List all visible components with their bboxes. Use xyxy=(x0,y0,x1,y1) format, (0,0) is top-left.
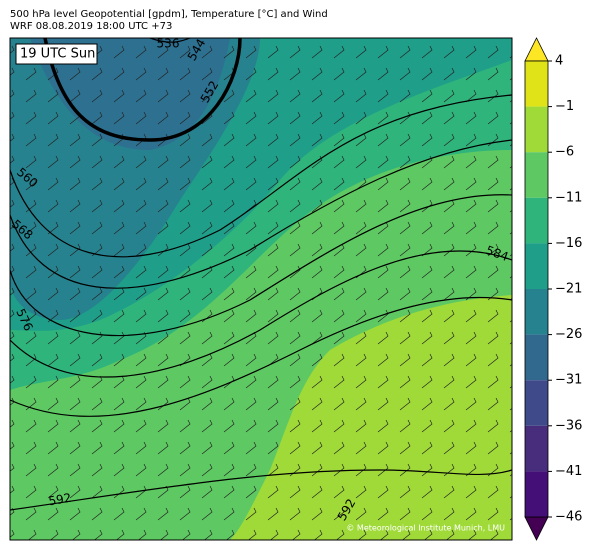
colorbar-tick-label: −41 xyxy=(555,464,582,479)
colorbar-bin xyxy=(525,380,548,426)
wind-barbs xyxy=(10,38,512,540)
colorbar-tick-label: 4 xyxy=(555,54,563,69)
colorbar-extend-bottom xyxy=(524,516,549,541)
map-frame xyxy=(9,37,513,541)
colorbar-tick-label: −31 xyxy=(555,373,582,388)
colorbar-tick-label: −6 xyxy=(555,145,574,160)
colorbar-tick-label: −36 xyxy=(555,418,582,433)
colorbar-bin xyxy=(525,471,548,517)
header-title: 500 hPa level Geopotential [gpdm], Tempe… xyxy=(10,9,328,20)
colorbar-tick-label: −46 xyxy=(555,510,582,525)
colorbar-bin xyxy=(525,152,548,198)
colorbar-bin xyxy=(525,289,548,335)
colorbar-bin xyxy=(525,61,548,107)
colorbar-extend-top xyxy=(524,37,549,62)
colorbar-tick-label: −26 xyxy=(555,327,582,342)
colorbar: 4 −1 −6 −11 −16 −21 −26 −31 −36 −41 −46 xyxy=(524,37,582,541)
colorbar-bin xyxy=(525,106,548,153)
colorbar-bin xyxy=(525,197,548,244)
time-badge xyxy=(15,43,98,65)
header-run: WRF 08.08.2019 18:00 UTC +73 xyxy=(10,21,172,32)
copyright: © Meteorological Institute Munich, LMU xyxy=(346,524,505,533)
contour-label: 592 xyxy=(47,491,72,509)
colorbar-bin xyxy=(525,425,548,472)
colorbar-tick-label: −1 xyxy=(555,99,574,114)
colorbar-bin xyxy=(525,243,548,289)
time-label: 19 UTC Sun xyxy=(20,47,95,62)
colorbar-bin xyxy=(525,334,548,381)
map: 536 544 552 560 568 576 584 592 592 © Me… xyxy=(10,37,512,540)
colorbar-tick-label: −21 xyxy=(555,282,582,297)
contour-label: 536 xyxy=(157,37,180,51)
colorbar-tick-label: −16 xyxy=(555,236,582,251)
colorbar-tick-label: −11 xyxy=(555,190,582,205)
contours xyxy=(10,38,512,511)
